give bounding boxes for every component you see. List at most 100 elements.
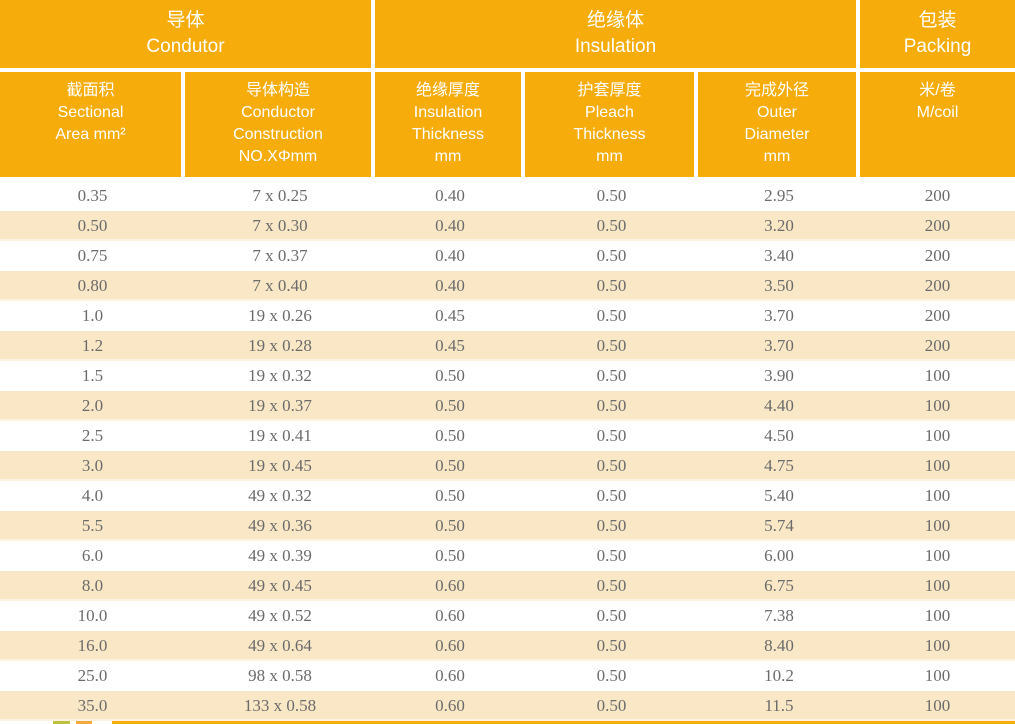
header-group-zh: 包装	[918, 10, 957, 31]
column-header-line: Construction	[233, 126, 323, 143]
header-group-en: Insulation	[574, 36, 657, 57]
cell: 1.5	[81, 366, 104, 385]
column-header-line: Sectional	[57, 104, 124, 121]
cell: 0.50	[596, 696, 627, 715]
cell: 0.50	[596, 186, 627, 205]
cell: 100	[924, 666, 951, 685]
cell: 100	[924, 366, 951, 385]
cell: 0.60	[435, 606, 465, 625]
cell: 3.0	[81, 456, 104, 475]
column-header-line: 米/卷	[919, 82, 956, 99]
cell: 19 x 0.45	[248, 456, 312, 475]
column-header-line: M/coil	[916, 104, 959, 121]
cell: 200	[924, 336, 951, 355]
table-row: 6.0 49 x 0.39 0.50 0.50 6.00 100	[0, 541, 1015, 571]
header-group: 绝缘体 Insulation	[375, 0, 860, 68]
cell: 3.40	[764, 246, 794, 265]
cell: 0.45	[435, 306, 465, 325]
table-row: 1.0 19 x 0.26 0.45 0.50 3.70 200	[0, 301, 1015, 331]
table-row: 3.0 19 x 0.45 0.50 0.50 4.75 100	[0, 451, 1015, 481]
cell: 100	[924, 486, 951, 505]
cell: 7.38	[764, 606, 794, 625]
cell: 6.0	[81, 546, 104, 565]
column-header-line: Conductor	[241, 104, 315, 121]
cell: 49 x 0.45	[248, 576, 312, 595]
cell: 0.60	[435, 636, 465, 655]
header-group-zh: 导体	[166, 10, 205, 31]
column-header-line: Thickness	[411, 126, 485, 143]
cell: 200	[924, 276, 951, 295]
column-header-line: Insulation	[413, 104, 483, 121]
cutoff-artifact-green	[53, 721, 70, 724]
table-row: 5.5 49 x 0.36 0.50 0.50 5.74 100	[0, 511, 1015, 541]
cell: 0.80	[77, 276, 108, 295]
cell: 100	[924, 696, 951, 715]
cell: 19 x 0.37	[248, 396, 312, 415]
cell: 19 x 0.28	[248, 336, 312, 355]
cell: 0.50	[596, 486, 627, 505]
cell: 4.0	[81, 486, 104, 505]
cell: 100	[924, 426, 951, 445]
cell: 5.74	[764, 516, 794, 535]
cell: 200	[924, 246, 951, 265]
cell: 0.50	[596, 456, 627, 475]
cell: 7 x 0.40	[252, 276, 308, 295]
cell: 4.75	[764, 456, 794, 475]
cell: 98 x 0.58	[248, 666, 312, 685]
cell: 0.50	[596, 306, 627, 325]
cell: 19 x 0.41	[248, 426, 312, 445]
column-header: 米/卷 M/coil	[860, 72, 1015, 177]
cell: 0.50	[435, 486, 465, 505]
cell: 0.50	[435, 426, 465, 445]
cell: 0.50	[435, 456, 465, 475]
cell: 0.50	[596, 396, 627, 415]
cell: 0.50	[435, 516, 465, 535]
cell: 100	[924, 456, 951, 475]
cell: 0.35	[77, 186, 108, 205]
cell: 100	[924, 516, 951, 535]
bottom-orange-bar	[112, 721, 1015, 724]
header-group: 导体 Condutor	[0, 0, 375, 68]
column-header: 完成外径 Outer Diameter mm	[698, 72, 860, 177]
cell: 5.5	[81, 516, 104, 535]
cell: 200	[924, 186, 951, 205]
cell: 0.50	[77, 216, 108, 235]
cell: 8.0	[81, 576, 104, 595]
table-row: 8.0 49 x 0.45 0.60 0.50 6.75 100	[0, 571, 1015, 601]
table-row: 1.2 19 x 0.28 0.45 0.50 3.70 200	[0, 331, 1015, 361]
cell: 6.00	[764, 546, 794, 565]
table-row: 0.75 7 x 0.37 0.40 0.50 3.40 200	[0, 241, 1015, 271]
table-row: 4.0 49 x 0.32 0.50 0.50 5.40 100	[0, 481, 1015, 511]
cell: 100	[924, 606, 951, 625]
cell: 0.50	[435, 366, 465, 385]
table-row: 35.0 133 x 0.58 0.60 0.50 11.5 100	[0, 691, 1015, 721]
cell: 0.50	[596, 276, 627, 295]
cell: 6.75	[764, 576, 794, 595]
cell: 100	[924, 396, 951, 415]
column-header-line: mm	[596, 148, 623, 165]
cell: 3.50	[764, 276, 794, 295]
cell: 0.50	[596, 426, 627, 445]
column-header: 截面积 Sectional Area mm²	[0, 72, 185, 177]
column-header-line: 完成外径	[744, 82, 809, 99]
column-header-line: Pleach	[585, 104, 634, 121]
table-body: 0.35 7 x 0.25 0.40 0.50 2.95 200 0.50 7 x 0.30 0…	[0, 181, 1015, 721]
cell: 49 x 0.32	[248, 486, 312, 505]
cell: 35.0	[77, 696, 108, 715]
cell: 19 x 0.32	[248, 366, 312, 385]
cell: 2.95	[764, 186, 794, 205]
cell: 49 x 0.52	[248, 606, 312, 625]
cell: 10.0	[77, 606, 108, 625]
column-header-line: Area mm²	[55, 126, 126, 143]
column-header-line: mm	[763, 148, 791, 165]
cell: 0.45	[435, 336, 465, 355]
table-row: 0.50 7 x 0.30 0.40 0.50 3.20 200	[0, 211, 1015, 241]
cell: 100	[924, 546, 951, 565]
cell: 2.0	[81, 396, 104, 415]
column-header-line: 导体构造	[245, 82, 310, 99]
column-header-line: Thickness	[573, 126, 646, 143]
cell: 3.70	[764, 306, 794, 325]
header-group-zh: 绝缘体	[586, 10, 644, 31]
cell: 100	[924, 576, 951, 595]
cell: 49 x 0.39	[248, 546, 312, 565]
